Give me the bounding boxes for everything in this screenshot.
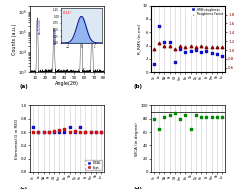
Roughness Factor [220,46,224,49]
RMS roughness [178,47,182,50]
Point [205,116,208,119]
Point [183,113,187,116]
RMS roughness [199,51,203,54]
RMS roughness [189,49,193,52]
Text: La₂O₃(006): La₂O₃(006) [37,17,41,34]
Point [215,116,219,119]
IDEAL [37,131,40,134]
IDEAL [42,131,45,134]
Legend: RMS roughness, Roughness Factor: RMS roughness, Roughness Factor [190,7,223,17]
Text: La₂O₃(119): La₂O₃(119) [92,24,96,40]
RMS roughness [205,49,208,52]
RMS roughness [210,51,213,54]
Point [199,116,203,119]
Roughness Factor [168,44,172,47]
RMS roughness [168,41,172,44]
RMS roughness [220,54,224,57]
Point [210,116,213,119]
Point [220,115,224,118]
Point [168,113,172,116]
IDEAL [62,131,66,134]
Expt. [62,127,66,130]
IDEAL [73,131,77,134]
Text: (b): (b) [133,84,142,89]
Y-axis label: Counts (a.u.): Counts (a.u.) [11,23,17,55]
Roughness Factor [178,45,182,48]
IDEAL [31,126,35,129]
IDEAL [78,126,82,129]
IDEAL [99,131,103,134]
Roughness Factor [215,45,219,48]
IDEAL [89,131,92,134]
RMS roughness [173,61,177,64]
Expt. [68,131,72,134]
Expt. [78,131,82,134]
Roughness Factor [152,48,156,51]
RMS roughness [194,49,198,52]
IDEAL [47,131,51,134]
RMS roughness [157,24,161,27]
Point [157,127,161,130]
IDEAL [84,131,87,134]
Point [163,116,166,119]
Y-axis label: WCA (in degree): WCA (in degree) [135,122,139,156]
Expt. [99,131,103,134]
Roughness Factor [194,45,198,48]
Point [189,127,193,130]
Text: (c): (c) [19,187,28,189]
RMS roughness [215,52,219,55]
IDEAL [94,131,98,134]
Y-axis label: R_RMS (in nm): R_RMS (in nm) [138,24,142,54]
Point [152,118,156,121]
Roughness Factor [199,45,203,48]
X-axis label: Angle(2θ): Angle(2θ) [55,81,79,86]
Point [173,112,177,115]
Roughness Factor [189,45,193,48]
Legend: IDEAL, Expt.: IDEAL, Expt. [85,160,102,170]
Expt. [73,129,77,132]
Expt. [37,131,40,134]
IDEAL [68,126,72,129]
Expt. [42,131,45,134]
Text: (d): (d) [133,187,142,189]
Expt. [89,131,92,134]
Roughness Factor [205,45,208,48]
Roughness Factor [163,44,166,47]
RMS roughness [183,51,187,54]
IDEAL [57,131,61,134]
Y-axis label: Elemental O in REO: Elemental O in REO [15,119,19,159]
Roughness Factor [210,45,213,48]
Expt. [31,131,35,134]
IDEAL [52,131,56,134]
Expt. [57,129,61,132]
Text: La₂O₃(1110): La₂O₃(1110) [81,16,85,34]
Roughness Factor [157,42,161,45]
Expt. [52,129,56,132]
Point [194,114,198,117]
Roughness Factor [183,45,187,48]
Text: La₂O₃(119): La₂O₃(119) [54,28,58,44]
Text: (a): (a) [19,84,28,89]
Roughness Factor [173,47,177,50]
Point [178,117,182,120]
Expt. [84,131,87,134]
RMS roughness [152,63,156,66]
Expt. [47,131,51,134]
Expt. [94,131,98,134]
RMS roughness [163,41,166,44]
